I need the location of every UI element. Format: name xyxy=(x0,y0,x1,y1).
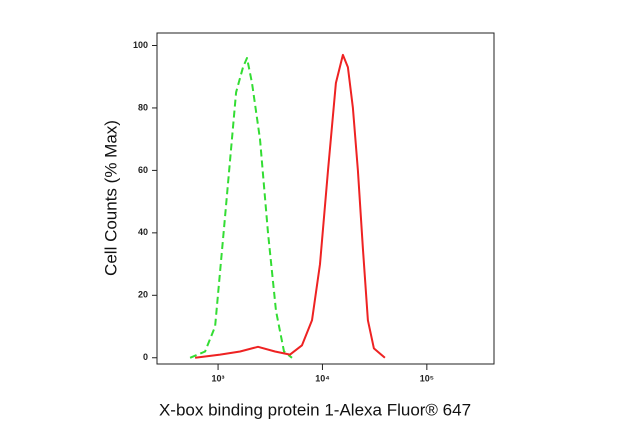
plot-frame xyxy=(156,32,495,365)
histogram-line xyxy=(189,57,293,359)
x-tick-label: 10⁵ xyxy=(420,373,434,383)
y-axis-label: Cell Counts (% Max) xyxy=(101,120,120,276)
y-tick-label: 40 xyxy=(138,227,148,237)
x-tick-label: 10⁴ xyxy=(315,373,329,383)
y-tick-label: 60 xyxy=(138,165,148,175)
x-tick-label: 10³ xyxy=(212,373,225,383)
y-tick-label: 0 xyxy=(143,352,148,362)
histogram-line xyxy=(194,53,386,359)
y-tick-label: 20 xyxy=(138,290,148,300)
x-axis-label: X-box binding protein 1-Alexa Fluor® 647 xyxy=(159,400,471,419)
y-tick-label: 100 xyxy=(133,40,148,50)
y-tick-label: 80 xyxy=(138,102,148,112)
